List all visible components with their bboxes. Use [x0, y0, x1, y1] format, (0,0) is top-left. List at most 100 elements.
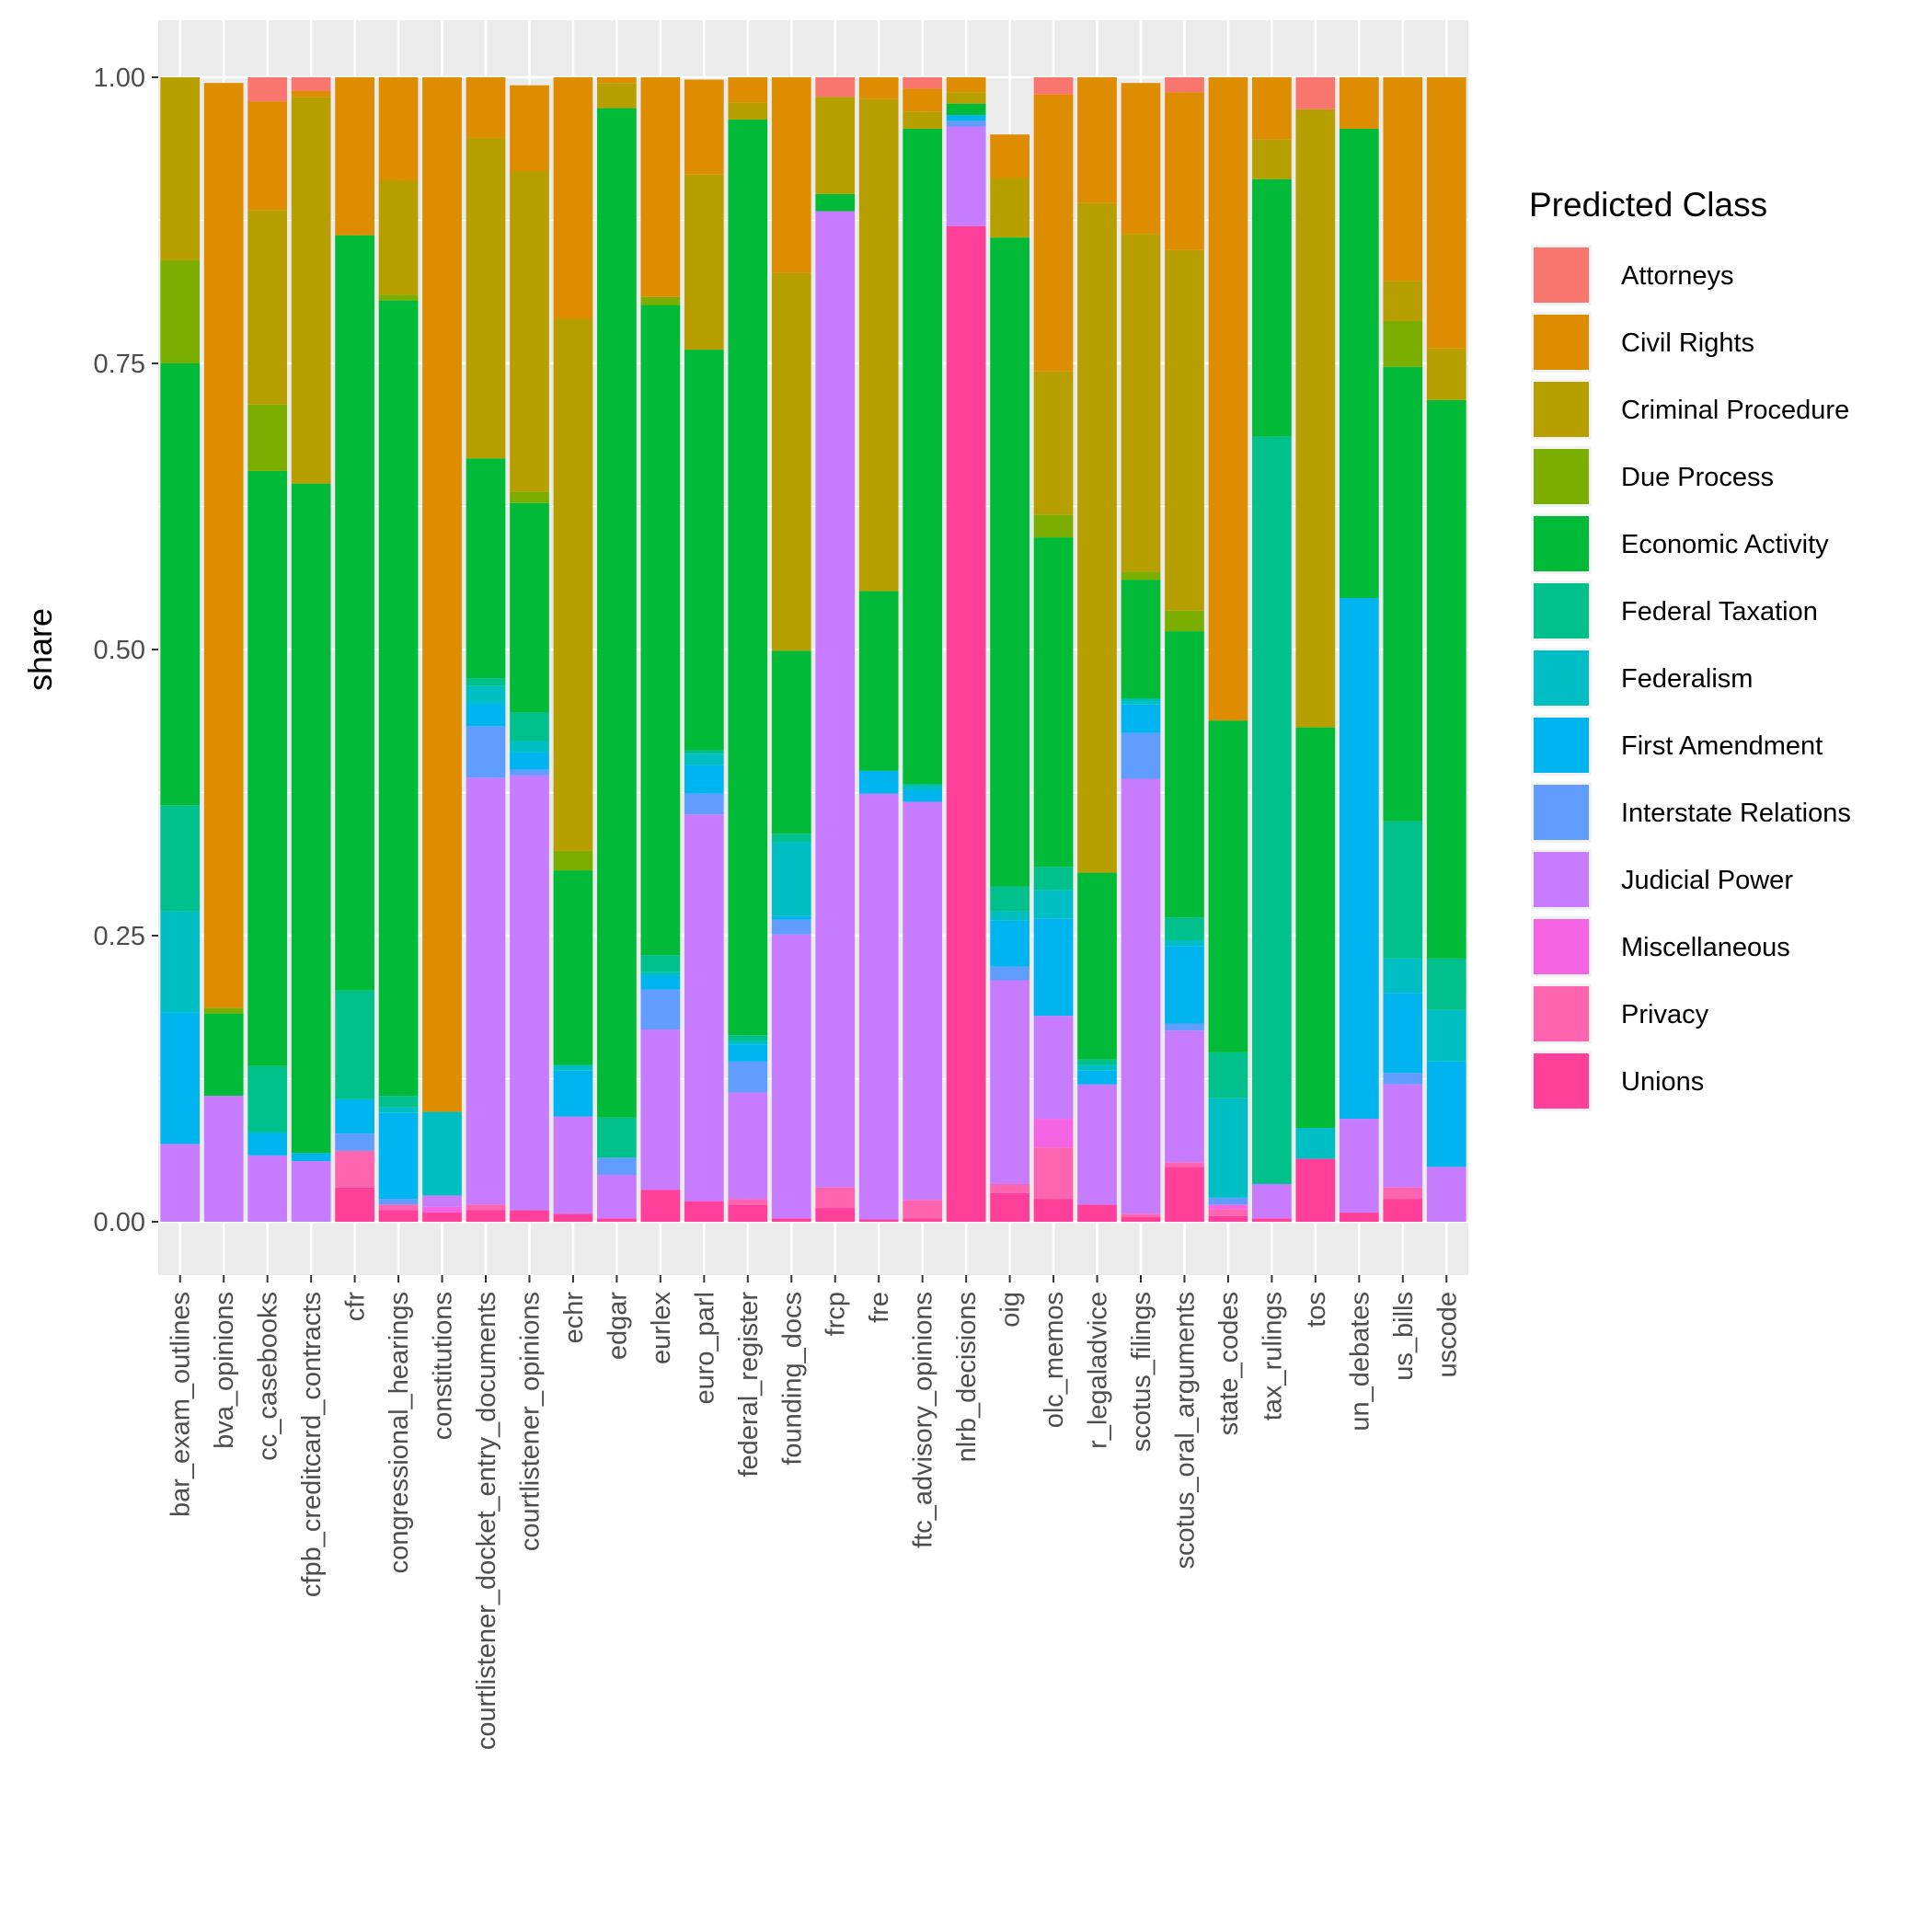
bar-segment — [247, 210, 288, 405]
y-tick-label: 0.25 — [94, 922, 145, 951]
bar-segment — [378, 179, 419, 295]
bar-segment — [640, 975, 681, 990]
bar-stack-cfr — [335, 77, 374, 1222]
bar-segment — [553, 1116, 593, 1214]
bar-segment — [1208, 1204, 1248, 1210]
bar-stack-oig — [990, 134, 1029, 1222]
bar-segment — [1121, 1217, 1161, 1222]
bar-segment — [858, 770, 899, 794]
bar-segment — [858, 591, 899, 771]
bar-segment — [684, 350, 724, 751]
bar-segment — [160, 805, 201, 912]
legend-label: Privacy — [1621, 1000, 1709, 1029]
bar-stack-cc_casebooks — [247, 77, 288, 1222]
x-tick-label: cc_casebooks — [254, 1292, 283, 1461]
bar-segment — [1165, 1023, 1204, 1031]
bar-segment — [640, 955, 681, 972]
bar-segment — [858, 98, 899, 592]
bar-stack-scotus_oral_arguments — [1165, 77, 1204, 1222]
bar-stack-founding_docs — [771, 77, 811, 1222]
bar-segment — [1121, 732, 1161, 779]
bar-segment — [1033, 94, 1074, 372]
bar-segment — [1077, 202, 1117, 873]
bar-segment — [597, 108, 637, 1118]
bar-segment — [771, 272, 811, 651]
bar-stack-fre — [858, 77, 899, 1222]
bar-segment — [1033, 867, 1074, 891]
bar-segment — [1033, 371, 1074, 515]
bar-stack-bva_opinions — [203, 83, 244, 1222]
bar-segment — [1077, 1059, 1117, 1065]
plot-panel — [158, 20, 1468, 1275]
bars — [160, 77, 1466, 1223]
y-tick-label: 1.00 — [94, 63, 145, 93]
bar-stack-scotus_filings — [1121, 83, 1161, 1222]
bar-stack-ftc_advisory_opinions — [903, 77, 943, 1222]
bar-segment — [1383, 821, 1423, 959]
x-tick-label: r_legaladvice — [1084, 1292, 1113, 1449]
legend-label: Criminal Procedure — [1621, 396, 1849, 425]
bar-segment — [903, 790, 943, 802]
bar-segment — [1033, 77, 1074, 95]
bar-stack-olc_memos — [1033, 77, 1074, 1222]
legend-swatch — [1534, 852, 1589, 907]
bar-segment — [291, 1153, 331, 1162]
bar-segment — [422, 77, 462, 1112]
legend-label: Economic Activity — [1621, 530, 1829, 559]
bar-segment — [247, 470, 288, 1066]
legend-label: Interstate Relations — [1621, 799, 1851, 828]
bar-segment — [335, 235, 374, 991]
bar-segment — [1339, 1119, 1379, 1213]
x-tick-label: cfr — [341, 1292, 371, 1322]
bar-segment — [1033, 1119, 1074, 1148]
bar-segment — [903, 784, 943, 791]
bar-segment — [1208, 1197, 1248, 1205]
x-tick-label: state_codes — [1214, 1292, 1244, 1435]
bar-segment — [1077, 1064, 1117, 1071]
bar-segment — [1295, 77, 1336, 109]
bar-segment — [684, 814, 724, 1202]
bar-segment — [553, 870, 593, 1065]
bar-segment — [335, 990, 374, 1099]
legend-label: Due Process — [1621, 463, 1774, 492]
legend-title: Predicted Class — [1529, 186, 1767, 224]
bar-segment — [1077, 1070, 1117, 1085]
bar-segment — [1383, 281, 1423, 321]
bar-segment — [1208, 720, 1248, 1052]
bar-segment — [510, 85, 549, 172]
x-tick-label: federal_register — [734, 1292, 764, 1478]
bar-segment — [858, 1219, 899, 1222]
bar-stack-echr — [553, 77, 593, 1222]
x-tick-label: bar_exam_outlines — [167, 1292, 196, 1517]
bar-segment — [422, 1111, 462, 1196]
bar-segment — [1033, 537, 1074, 868]
bar-segment — [903, 1200, 943, 1219]
bar-segment — [815, 193, 856, 212]
bar-segment — [815, 211, 856, 1188]
legend-label: Unions — [1621, 1067, 1704, 1097]
x-tick-label: olc_memos — [1040, 1292, 1069, 1428]
bar-segment — [203, 83, 244, 1008]
bar-segment — [1252, 139, 1292, 179]
x-tick-label: congressional_hearings — [385, 1292, 414, 1573]
legend-label: Civil Rights — [1621, 328, 1754, 358]
legend-swatch — [1534, 1053, 1589, 1109]
legend-label: Attorneys — [1621, 261, 1734, 291]
x-tick-label: echr — [559, 1292, 589, 1344]
bar-segment — [1295, 109, 1336, 728]
bar-segment — [597, 1117, 637, 1158]
bar-stack-nlrb_decisions — [946, 77, 986, 1223]
bar-segment — [946, 225, 986, 1223]
bar-segment — [1426, 348, 1466, 400]
bar-segment — [990, 178, 1029, 238]
bar-segment — [684, 753, 724, 765]
bar-stack-frcp — [815, 77, 856, 1222]
bar-segment — [1426, 1009, 1466, 1062]
bar-segment — [335, 1150, 374, 1188]
x-tick-label: eurlex — [647, 1292, 676, 1364]
bar-segment — [858, 793, 899, 1220]
x-tick-label: euro_parl — [690, 1292, 719, 1405]
bar-segment — [1252, 1183, 1292, 1219]
bar-segment — [597, 77, 637, 84]
legend-swatch — [1534, 315, 1589, 370]
